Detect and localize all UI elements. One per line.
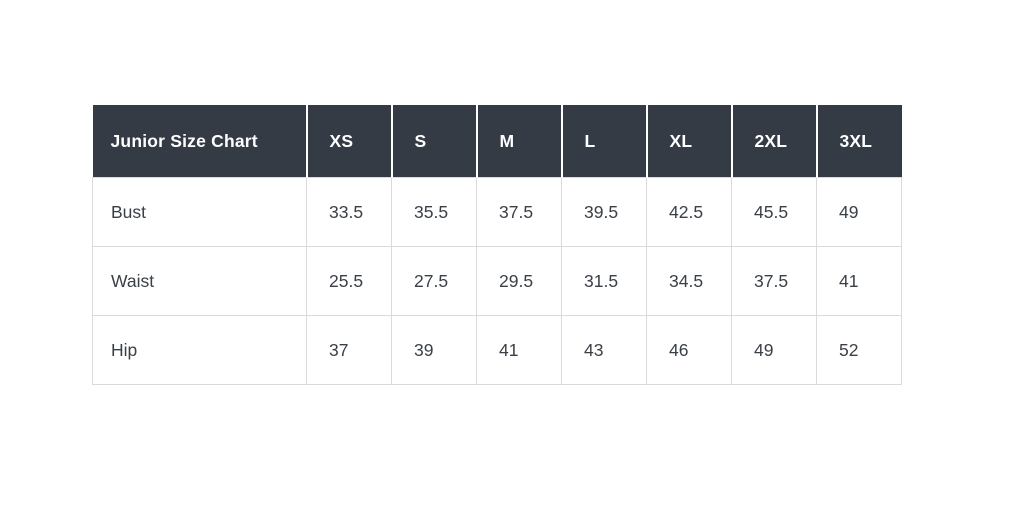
- row-label-bust: Bust: [92, 177, 307, 247]
- value-cell: 52: [816, 315, 902, 385]
- value-cell: 43: [561, 315, 647, 385]
- value-cell: 34.5: [646, 246, 732, 316]
- value-cell: 45.5: [731, 177, 817, 247]
- value-cell: 46: [646, 315, 732, 385]
- header-cell-xs: XS: [305, 105, 392, 178]
- value-cell: 37: [306, 315, 392, 385]
- value-cell: 41: [476, 315, 562, 385]
- value-cell: 39: [391, 315, 477, 385]
- header-cell-m: M: [475, 105, 562, 178]
- value-cell: 49: [731, 315, 817, 385]
- value-cell: 27.5: [391, 246, 477, 316]
- row-label-waist: Waist: [92, 246, 307, 316]
- header-cell-xl: XL: [645, 105, 732, 178]
- value-cell: 33.5: [306, 177, 392, 247]
- header-row: Junior Size Chart XS S M L XL 2XL 3XL: [92, 105, 902, 178]
- header-cell-3xl: 3XL: [815, 105, 902, 178]
- value-cell: 39.5: [561, 177, 647, 247]
- table-row-waist: Waist 25.5 27.5 29.5 31.5 34.5 37.5 41: [92, 246, 902, 316]
- table-row-bust: Bust 33.5 35.5 37.5 39.5 42.5 45.5 49: [92, 177, 902, 247]
- table-row-hip: Hip 37 39 41 43 46 49 52: [92, 315, 902, 385]
- value-cell: 42.5: [646, 177, 732, 247]
- value-cell: 49: [816, 177, 902, 247]
- value-cell: 37.5: [731, 246, 817, 316]
- header-cell-2xl: 2XL: [730, 105, 817, 178]
- row-label-hip: Hip: [92, 315, 307, 385]
- value-cell: 29.5: [476, 246, 562, 316]
- value-cell: 37.5: [476, 177, 562, 247]
- value-cell: 41: [816, 246, 902, 316]
- value-cell: 31.5: [561, 246, 647, 316]
- table-title: Junior Size Chart: [92, 105, 307, 178]
- value-cell: 35.5: [391, 177, 477, 247]
- value-cell: 25.5: [306, 246, 392, 316]
- header-cell-s: S: [390, 105, 477, 178]
- junior-size-chart-table: Junior Size Chart XS S M L XL 2XL 3XL Bu…: [92, 105, 902, 385]
- header-cell-l: L: [560, 105, 647, 178]
